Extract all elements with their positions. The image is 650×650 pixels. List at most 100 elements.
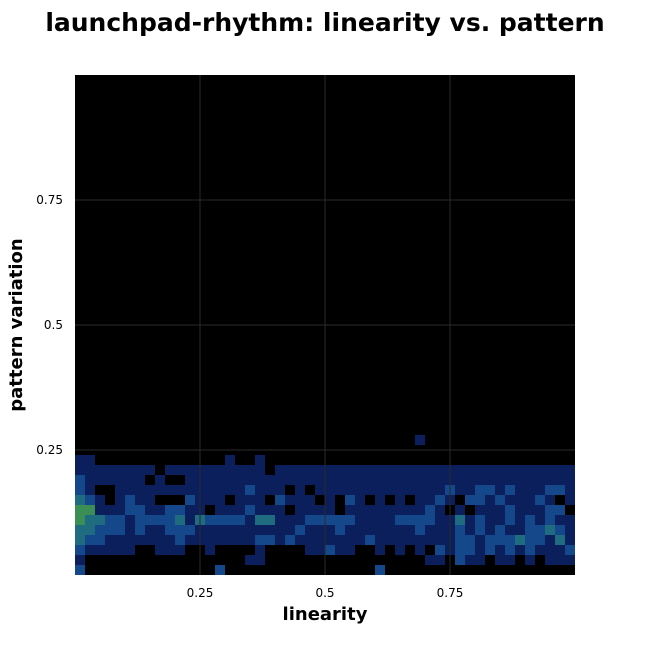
heatmap-cell <box>125 525 135 535</box>
heatmap-cell <box>545 465 555 475</box>
heatmap-cell <box>525 545 535 555</box>
heatmap-cell <box>135 535 145 545</box>
heatmap-cell <box>375 515 385 525</box>
heatmap-cell <box>145 485 155 495</box>
heatmap-cell <box>225 455 235 465</box>
heatmap-cell <box>135 475 145 485</box>
heatmap-cell <box>425 495 435 505</box>
heatmap-cell <box>345 505 355 515</box>
heatmap-cell <box>545 505 555 515</box>
heatmap-cell <box>135 485 145 495</box>
heatmap-cell <box>315 525 325 535</box>
heatmap-cell <box>375 485 385 495</box>
heatmap-cell <box>325 475 335 485</box>
heatmap-cell <box>365 525 375 535</box>
heatmap-cell <box>315 545 325 555</box>
heatmap-cell <box>565 485 575 495</box>
x-axis-label: linearity <box>283 604 368 625</box>
heatmap-cell <box>415 545 425 555</box>
heatmap-cell <box>565 545 575 555</box>
heatmap-cell <box>245 555 255 565</box>
heatmap-cell <box>405 535 415 545</box>
heatmap-cell <box>365 485 375 495</box>
heatmap-cell <box>515 525 525 535</box>
heatmap-cell <box>475 545 485 555</box>
heatmap-cell <box>285 475 295 485</box>
heatmap-cell <box>215 485 225 495</box>
heatmap-cell <box>435 505 445 515</box>
heatmap-cell <box>405 485 415 495</box>
heatmap-cell <box>315 535 325 545</box>
y-tick-label: 0.25 <box>36 443 63 457</box>
heatmap-cell <box>545 555 555 565</box>
heatmap-cell <box>345 515 355 525</box>
heatmap-cell <box>555 535 565 545</box>
heatmap-cell <box>215 495 225 505</box>
heatmap-cell <box>85 545 95 555</box>
heatmap-cell <box>545 525 555 535</box>
heatmap-cell <box>85 495 95 505</box>
heatmap-cell <box>275 525 285 535</box>
heatmap-cell <box>415 435 425 445</box>
heatmap-cell <box>285 525 295 535</box>
heatmap-cell <box>495 465 505 475</box>
heatmap-cell <box>515 485 525 495</box>
heatmap-cell <box>275 505 285 515</box>
heatmap-cell <box>525 555 535 565</box>
heatmap-cell <box>455 515 465 525</box>
heatmap-cell <box>365 515 375 525</box>
heatmap-cell <box>485 495 495 505</box>
heatmap-cell <box>365 505 375 515</box>
heatmap-cell <box>105 465 115 475</box>
heatmap-cell <box>165 485 175 495</box>
heatmap-cell <box>305 525 315 535</box>
heatmap-cell <box>295 535 305 545</box>
x-tick-label: 0.25 <box>187 586 214 600</box>
heatmap-cell <box>255 495 265 505</box>
heatmap-cell <box>225 525 235 535</box>
heatmap-cell <box>485 475 495 485</box>
heatmap-cell <box>305 505 315 515</box>
heatmap-cell <box>545 515 555 525</box>
heatmap-cell <box>155 475 165 485</box>
heatmap-cell <box>95 515 105 525</box>
heatmap-cell <box>245 535 255 545</box>
heatmap-cell <box>165 465 175 475</box>
heatmap-cell <box>435 495 445 505</box>
heatmap-cell <box>315 475 325 485</box>
heatmap-cell <box>395 525 405 535</box>
heatmap-cell <box>95 545 105 555</box>
heatmap-cell <box>385 525 395 535</box>
heatmap-cell <box>175 525 185 535</box>
heatmap-cell <box>175 465 185 475</box>
heatmap-cell <box>485 515 495 525</box>
heatmap-cell <box>385 505 395 515</box>
heatmap-cell <box>75 505 85 515</box>
heatmap-cell <box>325 535 335 545</box>
heatmap-cell <box>315 485 325 495</box>
y-tick-label: 0.75 <box>36 193 63 207</box>
heatmap-cell <box>155 515 165 525</box>
heatmap-cell <box>455 465 465 475</box>
heatmap-cell <box>535 465 545 475</box>
heatmap-cell <box>565 515 575 525</box>
heatmap-cell <box>475 475 485 485</box>
heatmap-cell <box>125 515 135 525</box>
heatmap-cell <box>255 515 265 525</box>
heatmap-cell <box>545 475 555 485</box>
heatmap-cell <box>415 525 425 535</box>
heatmap-cell <box>395 515 405 525</box>
heatmap-cell <box>465 475 475 485</box>
heatmap-cell <box>255 555 265 565</box>
heatmap-cell <box>85 485 95 495</box>
heatmap-cell <box>475 535 485 545</box>
heatmap-cell <box>525 485 535 495</box>
heatmap-cell <box>255 525 265 535</box>
heatmap-cell <box>425 535 435 545</box>
heatmap-cell <box>135 515 145 525</box>
heatmap-cell <box>175 545 185 555</box>
heatmap-cell <box>255 455 265 465</box>
heatmap-cell <box>75 465 85 475</box>
heatmap-cell <box>375 505 385 515</box>
heatmap-cell <box>275 515 285 525</box>
